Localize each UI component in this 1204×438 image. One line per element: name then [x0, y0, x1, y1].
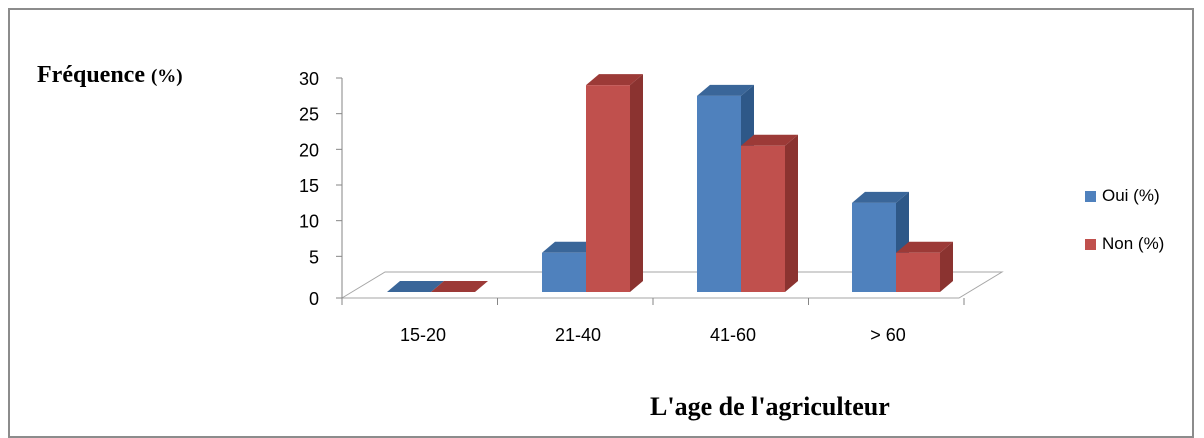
- bar-top-0-1: [542, 241, 599, 253]
- bar-top-1-1: [586, 74, 643, 86]
- bar-top-0-2: [697, 84, 754, 96]
- bar-front-1-1: [586, 85, 630, 292]
- bar-front-1-3: [896, 252, 940, 292]
- x-axis-title: L'age de l'agriculteur: [650, 392, 890, 421]
- bar-top-1-2: [741, 134, 798, 146]
- bar-front-1-2: [741, 145, 785, 292]
- bar-1-0: [431, 281, 488, 292]
- legend-item-oui: Oui (%): [1085, 185, 1164, 207]
- bar-top-0-3: [852, 191, 909, 203]
- legend-swatch-oui: [1085, 190, 1096, 202]
- y-tick-label-3: 15: [299, 176, 319, 196]
- y-tick-label-6: 30: [299, 69, 319, 89]
- bar-1-2: [741, 134, 798, 292]
- x-tick-label-0: 15-20: [400, 325, 446, 345]
- bar-1-1: [586, 74, 643, 292]
- y-tick-label-1: 5: [309, 247, 319, 267]
- x-tick-label-3: > 60: [870, 325, 906, 345]
- bar-side-1-2: [785, 134, 798, 292]
- bar-0-0: [387, 281, 444, 292]
- bar-top-0-0: [387, 281, 444, 292]
- chart-axes: [340, 78, 1004, 299]
- bar-side-1-1: [630, 74, 643, 292]
- legend-label-oui: Oui (%): [1102, 186, 1160, 205]
- bar-chart: 0 5 10 15 20 25 30 15-20 21-40 41-60 > 60: [299, 69, 1004, 345]
- legend: Oui (%) Non (%): [1085, 185, 1164, 281]
- bar-1-3: [896, 241, 953, 292]
- bar-front-0-1: [542, 252, 586, 292]
- y-axis-title-unit: (%): [150, 66, 183, 87]
- y-axis-ticks: 0 5 10 15 20 25 30: [299, 69, 342, 309]
- legend-swatch-non: [1085, 238, 1096, 250]
- bar-front-0-3: [852, 202, 896, 292]
- legend-label-non: Non (%): [1102, 234, 1165, 253]
- y-axis-title: Fréquence (%): [37, 62, 183, 89]
- bar-top-1-3: [896, 241, 953, 253]
- x-tick-label-1: 21-40: [555, 325, 601, 345]
- bar-top-1-0: [431, 281, 488, 292]
- y-tick-label-5: 25: [299, 105, 319, 125]
- y-tick-label-4: 20: [299, 140, 319, 160]
- legend-item-non: Non (%): [1085, 233, 1164, 255]
- y-axis-title-main: Fréquence: [37, 62, 145, 88]
- x-tick-label-2: 41-60: [710, 325, 756, 345]
- chart-bars: [387, 74, 953, 292]
- x-axis-ticks: 15-20 21-40 41-60 > 60: [341, 298, 965, 345]
- bar-side-1-3: [940, 241, 953, 292]
- chart-floor: [340, 271, 1004, 299]
- y-tick-label-0: 0: [309, 289, 319, 309]
- bar-front-0-2: [697, 95, 741, 292]
- y-tick-label-2: 10: [299, 212, 319, 232]
